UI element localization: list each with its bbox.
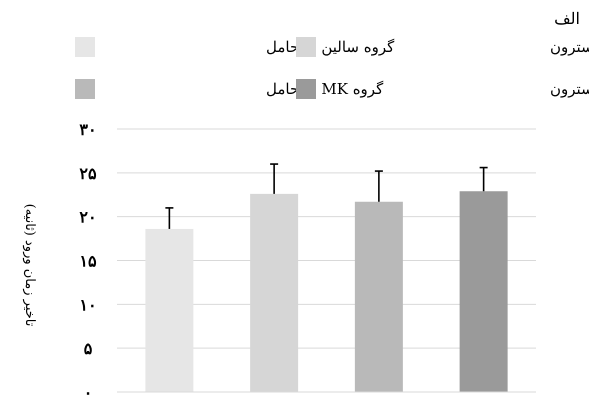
- legend-item-3: گروه MK + حامل: [75, 79, 384, 99]
- legend-label-3: گروه MK + حامل: [266, 80, 384, 98]
- legend-item-2: گروه سالین + کورتیکوسترون: [296, 37, 589, 57]
- y-tick-label-25: ۲۵: [79, 164, 97, 183]
- bar-1: [145, 228, 194, 392]
- bar-4: [459, 191, 508, 392]
- legend-swatch-3: [75, 79, 95, 99]
- y-tick-label-15: ۱۵: [79, 252, 97, 271]
- y-tick-label-20: ۲۰: [79, 208, 96, 227]
- y-tick-label-5: ۵: [84, 339, 93, 358]
- legend: گروه سالین + حامل گروه سالین + کورتیکوستر…: [75, 37, 589, 99]
- y-axis-ticks: ۰ ۵ ۱۰ ۱۵ ۲۰ ۲۵ ۳۰: [79, 120, 97, 396]
- error-bars: [165, 163, 488, 229]
- legend-item-4: گروه MK + کورتیکوسترون: [296, 79, 589, 99]
- legend-item-1: گروه سالین + حامل: [75, 37, 395, 57]
- bar-2: [250, 193, 299, 392]
- error-bar-3: [374, 170, 383, 202]
- error-bar-2: [270, 163, 279, 194]
- legend-swatch-4: [296, 79, 316, 99]
- bar-3: [354, 201, 403, 392]
- error-bar-1: [165, 207, 174, 229]
- panel-label: الف: [554, 9, 580, 28]
- y-tick-label-30: ۳۰: [79, 120, 96, 139]
- legend-label-4: گروه MK + کورتیکوسترون: [550, 80, 589, 98]
- legend-swatch-2: [296, 37, 316, 57]
- legend-label-2: گروه سالین + کورتیکوسترون: [550, 38, 589, 56]
- y-tick-label-0: ۰: [84, 383, 93, 396]
- bars: [145, 191, 508, 392]
- y-tick-label-10: ۱۰: [79, 295, 96, 314]
- legend-swatch-1: [75, 37, 95, 57]
- legend-label-1: گروه سالین + حامل: [266, 38, 395, 56]
- error-bar-4: [479, 166, 488, 192]
- y-axis-label: تاخیر زمان ورود (ثانیه): [22, 204, 37, 327]
